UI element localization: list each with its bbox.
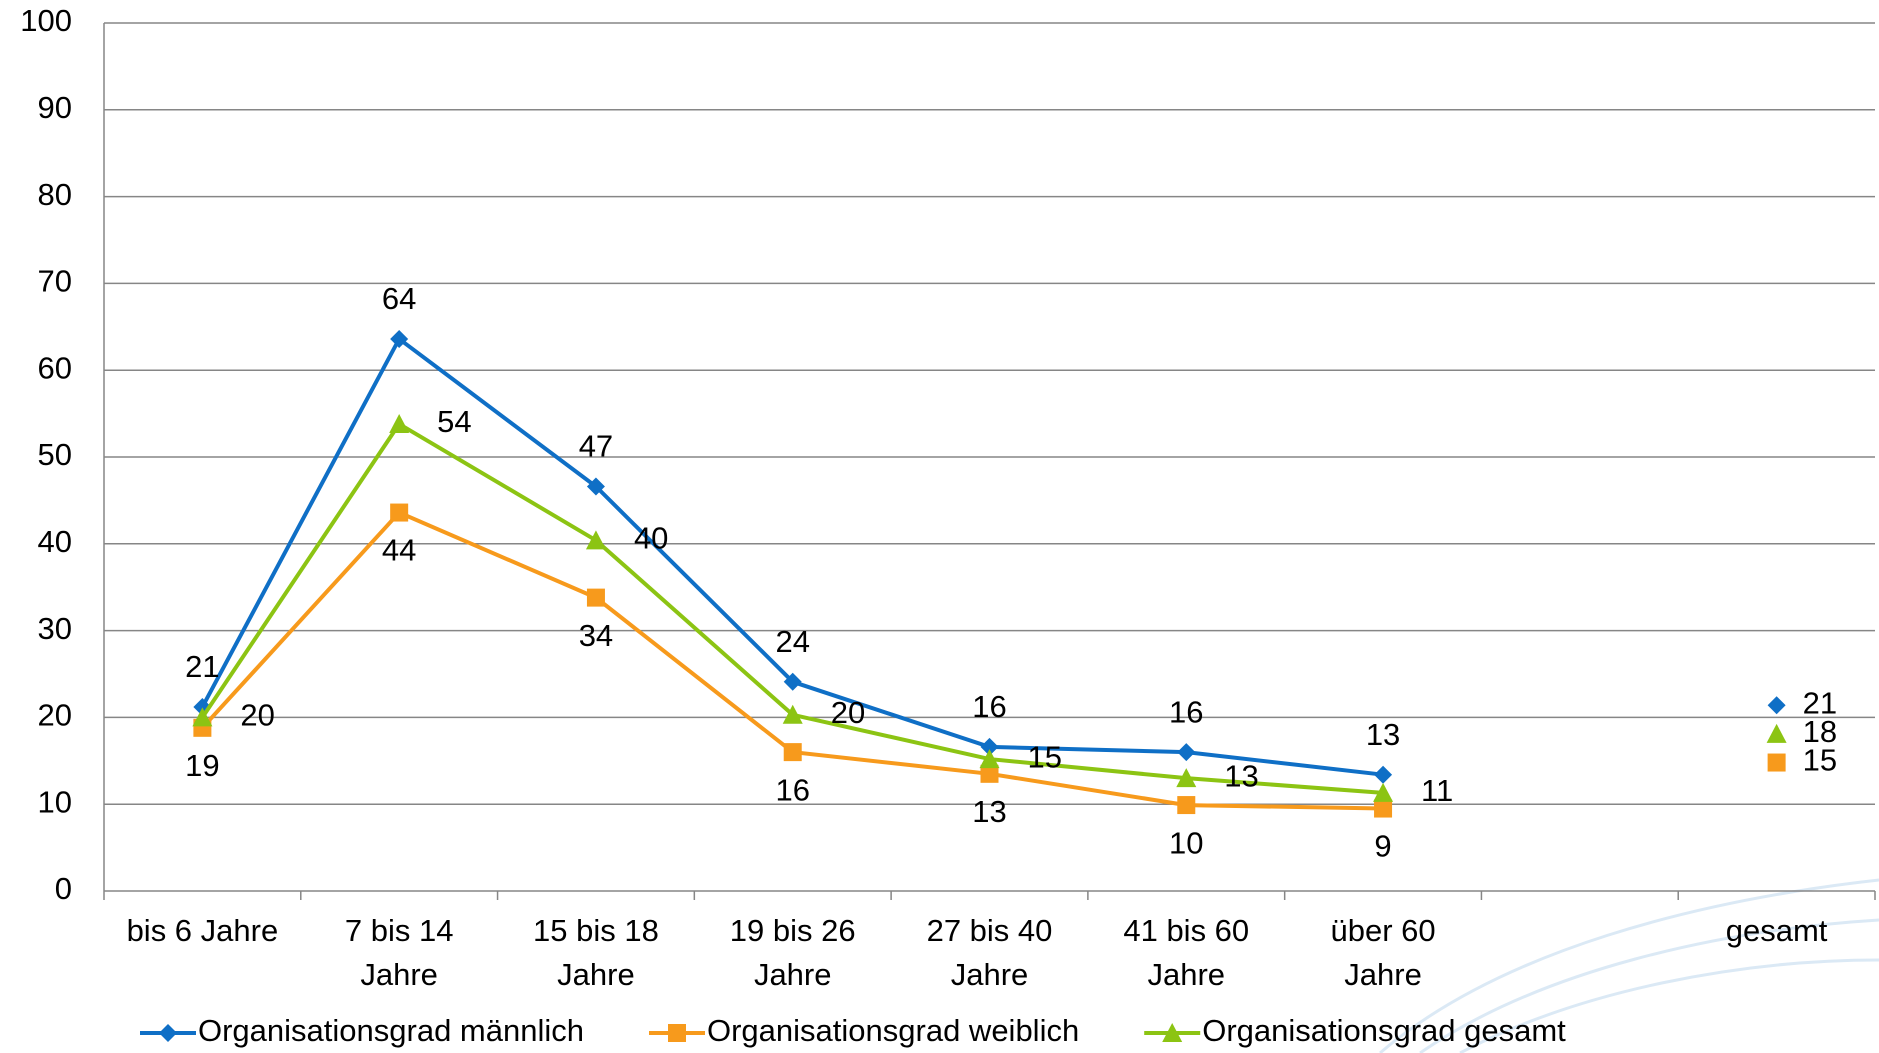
data-label: 9 (1374, 829, 1391, 864)
marker (1374, 766, 1392, 784)
y-tick-label: 80 (38, 177, 72, 212)
marker (1374, 800, 1392, 818)
data-label: 54 (437, 404, 471, 439)
x-tick-label: 19 bis 26 Jahre (700, 909, 885, 997)
data-label: 34 (579, 618, 613, 653)
chart-page: 0102030405060708090100216447241616132119… (0, 0, 1879, 1053)
marker (390, 504, 408, 522)
legend-item: Organisationsgrad weiblich (649, 1013, 1079, 1048)
data-label: 16 (775, 772, 809, 807)
data-label: 13 (1366, 717, 1400, 752)
data-label: 40 (634, 521, 668, 556)
data-label: 18 (1803, 714, 1837, 749)
data-label: 64 (382, 281, 416, 316)
y-tick-label: 20 (38, 698, 72, 733)
data-label: 20 (240, 698, 274, 733)
data-label: 16 (1169, 694, 1203, 729)
x-tick-label: gesamt (1684, 909, 1869, 953)
marker (1768, 696, 1786, 714)
data-label: 19 (185, 748, 219, 783)
data-label: 13 (1224, 758, 1258, 793)
marker (784, 743, 802, 761)
data-label: 15 (1028, 739, 1062, 774)
y-tick-label: 70 (38, 264, 72, 299)
x-tick-label: 7 bis 14 Jahre (307, 909, 492, 997)
data-label: 21 (185, 649, 219, 684)
y-tick-label: 60 (38, 350, 72, 385)
marker (1177, 796, 1195, 814)
data-label: 13 (972, 794, 1006, 829)
legend-item: Organisationsgrad männlich (140, 1013, 584, 1048)
data-label: 10 (1169, 825, 1203, 860)
marker (1767, 724, 1787, 743)
legend-label: Organisationsgrad weiblich (707, 1013, 1079, 1048)
x-tick-label: 41 bis 60 Jahre (1094, 909, 1279, 997)
data-label: 24 (775, 624, 809, 659)
chart: 0102030405060708090100216447241616132119… (0, 0, 1879, 1053)
marker (1177, 743, 1195, 761)
data-label: 20 (831, 695, 865, 730)
data-label: 44 (382, 533, 416, 568)
x-tick-label: bis 6 Jahre (110, 909, 295, 953)
marker (587, 589, 605, 607)
x-tick-label: 27 bis 40 Jahre (897, 909, 1082, 997)
data-label: 47 (579, 429, 613, 464)
legend-item: Organisationsgrad gesamt (1144, 1013, 1566, 1048)
y-tick-label: 100 (20, 3, 72, 38)
y-tick-label: 90 (38, 90, 72, 125)
marker (159, 1024, 177, 1042)
series-line (202, 424, 1776, 793)
x-tick-label: 15 bis 18 Jahre (504, 909, 689, 997)
data-label: 11 (1421, 773, 1453, 808)
data-label: 16 (972, 689, 1006, 724)
y-tick-label: 40 (38, 524, 72, 559)
y-tick-label: 50 (38, 437, 72, 472)
marker (389, 414, 409, 433)
x-tick-label: über 60 Jahre (1291, 909, 1476, 997)
y-tick-label: 30 (38, 611, 72, 646)
y-tick-label: 0 (55, 871, 72, 906)
y-tick-label: 10 (38, 784, 72, 819)
marker (668, 1024, 686, 1042)
marker (586, 530, 606, 549)
marker (1768, 754, 1786, 772)
legend-label: Organisationsgrad männlich (198, 1013, 584, 1048)
legend-label: Organisationsgrad gesamt (1202, 1013, 1566, 1048)
